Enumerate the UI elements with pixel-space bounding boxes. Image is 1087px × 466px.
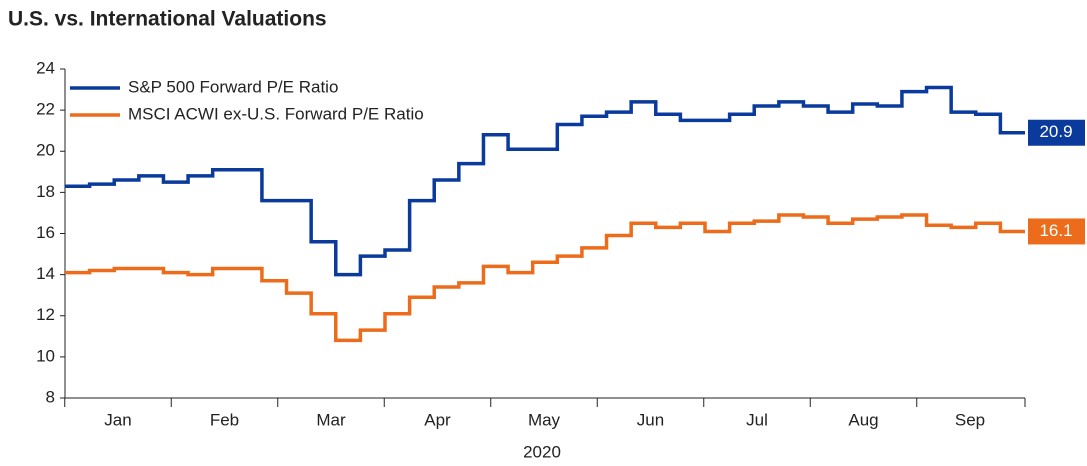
y-tick-label: 22 bbox=[36, 100, 55, 119]
y-tick-label: 24 bbox=[36, 58, 55, 77]
x-tick-label: May bbox=[528, 410, 561, 429]
y-tick-label: 20 bbox=[36, 141, 55, 160]
y-tick-label: 16 bbox=[36, 223, 55, 242]
x-axis-label: 2020 bbox=[523, 442, 561, 461]
y-tick-label: 10 bbox=[36, 346, 55, 365]
series-line bbox=[65, 213, 1025, 343]
end-label: 16.1 bbox=[1039, 221, 1072, 240]
x-tick-label: Sep bbox=[955, 410, 985, 429]
end-label: 20.9 bbox=[1039, 122, 1072, 141]
y-tick-label: 8 bbox=[46, 387, 55, 406]
x-tick-label: Jun bbox=[637, 410, 664, 429]
y-tick-label: 14 bbox=[36, 264, 55, 283]
y-tick-label: 18 bbox=[36, 182, 55, 201]
end-label-box bbox=[1028, 218, 1085, 245]
x-tick-label: Mar bbox=[316, 410, 346, 429]
x-tick-label: Jul bbox=[746, 410, 768, 429]
x-tick-label: Feb bbox=[210, 410, 239, 429]
y-tick-label: 12 bbox=[36, 305, 55, 324]
legend-label: MSCI ACWI ex-U.S. Forward P/E Ratio bbox=[128, 104, 424, 123]
x-tick-label: Jan bbox=[104, 410, 131, 429]
chart-title: U.S. vs. International Valuations bbox=[8, 8, 327, 31]
x-tick-label: Apr bbox=[424, 410, 451, 429]
legend-label: S&P 500 Forward P/E Ratio bbox=[128, 77, 338, 96]
series-line bbox=[65, 85, 1025, 277]
end-label-box bbox=[1028, 119, 1085, 146]
x-tick-label: Aug bbox=[848, 410, 878, 429]
